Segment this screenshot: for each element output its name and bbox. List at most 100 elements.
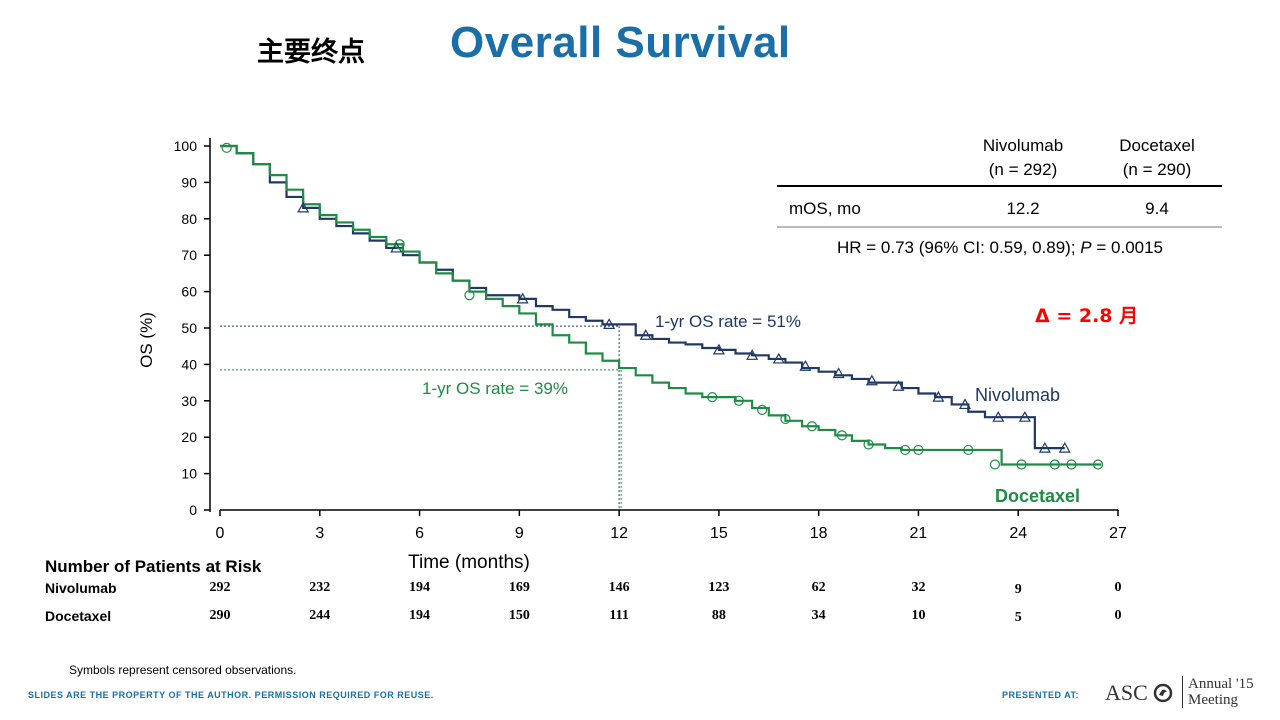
risk-cell: 169 [508,580,530,595]
x-tick-label: 9 [515,525,524,542]
censor-circle [900,444,911,456]
censor-triangle [390,241,403,253]
censor-triangle [832,367,845,379]
censor-triangle [772,352,785,364]
y-tick-label: 90 [181,174,197,190]
risk-cell: 194 [409,608,431,623]
censor-triangle [639,329,652,340]
censor-triangle [712,343,725,355]
censor-triangle [746,349,759,360]
censor-circle [1092,459,1104,470]
risk-cell: 9 [1014,582,1022,597]
risk-cell: 10 [911,608,926,623]
censor-circle [733,395,744,406]
y-tick-label: 60 [181,284,197,300]
table-col2-n: (n = 290) [1123,160,1192,179]
censor-circle [1016,459,1027,470]
censor-circle [806,421,818,432]
slide-title: Overall Survival [450,18,791,67]
x-tick-label: 12 [610,525,628,542]
table-col1-name: Nivolumab [983,136,1063,155]
censor-triangle [1038,441,1051,453]
asco-logo-text: ASC [1105,680,1148,705]
series-line-docetaxel [220,144,1102,466]
table-hr: HR = 0.73 (96% CI: 0.59, 0.89); P = 0.00… [837,238,1163,257]
censor-circle [963,444,974,456]
risk-row-label: Nivolumab [45,580,117,596]
censor-triangle [799,359,812,371]
risk-cell: 62 [811,580,826,595]
slide-label: 主要终点 [257,37,365,68]
censor-circle [780,413,791,425]
x-tick-label: 6 [415,525,424,542]
y-tick-label: 100 [174,138,198,154]
chart-labels: 1-yr OS rate = 51% 1-yr OS rate = 39% Nivo… [422,312,1080,506]
censor-circle [836,430,848,441]
x-tick-label: 15 [710,525,728,542]
footnote: Symbols represent censored observations. [69,663,297,677]
asco-flame-icon [1153,683,1173,703]
risk-cell: 32 [911,580,926,595]
table-val1: 12.2 [1006,199,1039,218]
y-tick-label: 10 [181,466,197,482]
table-col1-n: (n = 292) [989,160,1058,179]
censor-circle [1049,459,1060,470]
annotation-nivolumab: 1-yr OS rate = 51% [655,312,801,331]
risk-cell: 290 [209,608,231,623]
table-col2-name: Docetaxel [1119,136,1195,155]
annual-meeting: Annual '15 Meeting [1182,676,1254,708]
risk-cell: 194 [409,580,431,595]
delta-annotation: Δ = 2.8 月 [1035,305,1139,327]
y-tick-label: 40 [181,356,197,372]
risk-table-title: Number of Patients at Risk [45,557,262,576]
x-tick-label: 3 [315,525,324,542]
risk-cell: 0 [1114,608,1122,623]
risk-cell: 5 [1014,610,1022,625]
series-label-docetaxel: Docetaxel [995,486,1080,506]
risk-cell: 0 [1114,580,1122,595]
censor-triangle [603,318,616,329]
y-tick-label: 70 [181,247,197,263]
risk-cell: 111 [609,608,629,623]
x-tick-label: 0 [216,525,225,542]
censor-circle [1066,459,1077,470]
censor-triangle [958,398,972,410]
y-tick-label: 0 [189,502,197,518]
risk-row-label: Docetaxel [45,608,112,624]
risk-cell: 88 [711,608,726,623]
y-tick-label: 50 [181,320,197,336]
risk-cell: 123 [708,580,730,595]
censor-markers [221,142,1104,470]
censor-triangle [297,201,310,213]
annual-line1: Annual '15 [1188,676,1254,692]
chart-guides [220,325,622,510]
risk-cell: 232 [309,580,331,595]
footer-presented: PRESENTED AT: [1002,690,1080,700]
censor-triangle [1018,410,1031,422]
censor-triangle [892,380,905,391]
table-val2: 9.4 [1145,199,1169,218]
x-axis-label: Time (months) [408,552,530,573]
series-layer [220,144,1102,466]
censor-triangle [932,390,945,402]
series-line-nivolumab [220,144,1065,450]
censor-circle [863,439,874,450]
censor-triangle [992,410,1005,422]
x-tick-label: 18 [810,525,828,542]
x-tick-label: 24 [1009,525,1027,542]
censor-circle [913,444,924,456]
x-tick-label: 27 [1109,525,1127,542]
censor-circle [989,459,1001,470]
censor-triangle [516,292,529,304]
censor-circle [394,239,405,250]
footer-copyright: SLIDES ARE THE PROPERTY OF THE AUTHOR. P… [28,690,434,700]
risk-cell: 292 [209,580,231,595]
table-row-label: mOS, mo [789,199,861,218]
risk-cell: 150 [508,608,530,623]
annual-line2: Meeting [1188,692,1238,708]
y-tick-label: 80 [181,211,197,227]
series-label-nivolumab: Nivolumab [975,385,1060,405]
risk-cell: 244 [309,608,331,623]
censor-circle [464,290,475,301]
